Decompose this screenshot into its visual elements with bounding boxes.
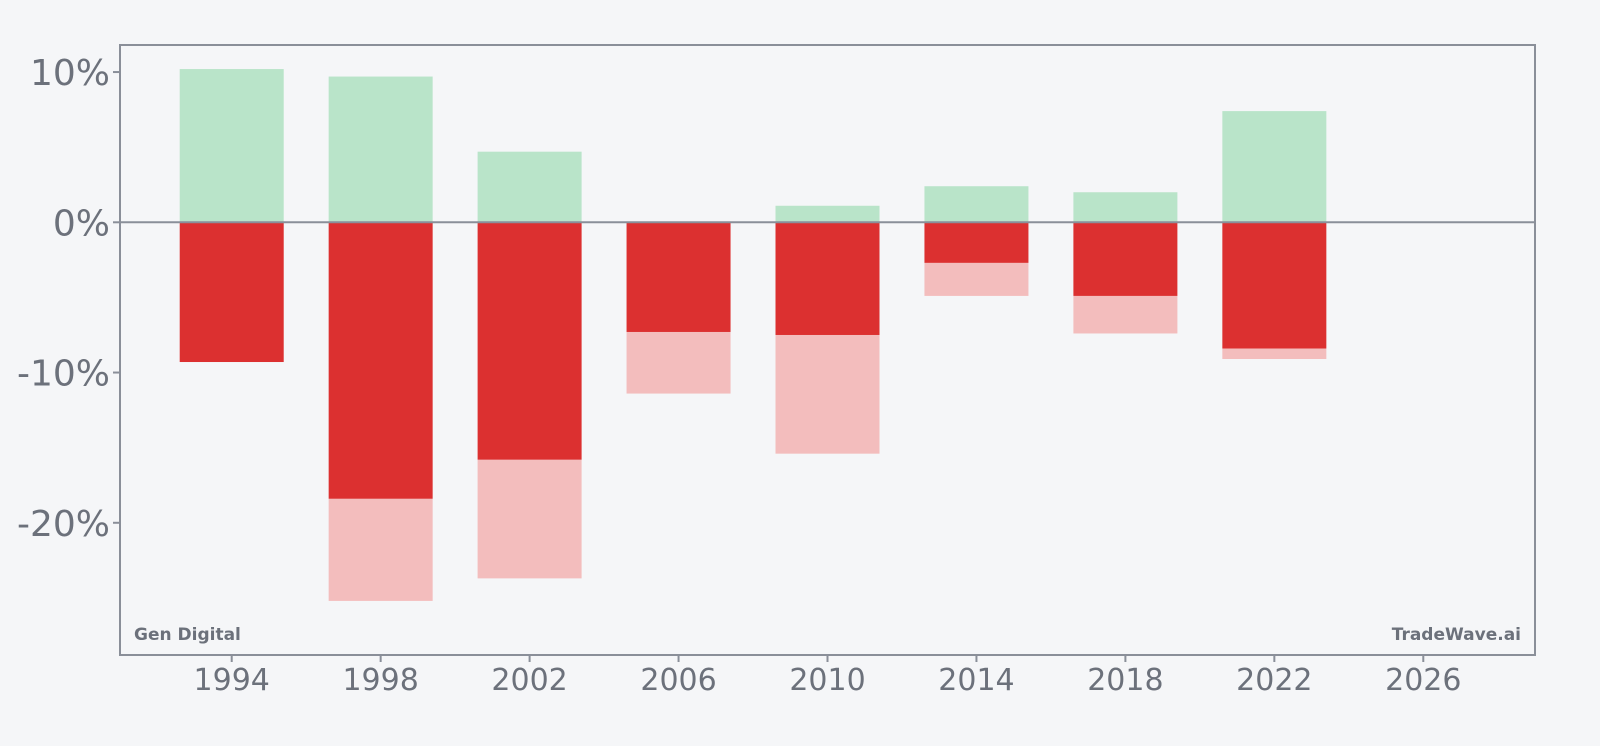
- bar-lower-2022: [1222, 222, 1327, 349]
- bar-lower-2014: [924, 222, 1029, 263]
- bar-faded-lower-2002: [477, 459, 582, 579]
- bar-upper-2022: [1222, 111, 1327, 223]
- x-tick-label: 2006: [640, 663, 716, 698]
- bar-faded-lower-2014: [924, 262, 1029, 296]
- bar-lower-2018: [1073, 222, 1178, 296]
- x-tick-label: 2002: [491, 663, 567, 698]
- bar-lower-2002: [477, 222, 582, 460]
- x-tick-label: 1998: [342, 663, 418, 698]
- bar-faded-lower-2018: [1073, 295, 1178, 334]
- bar-upper-2010: [775, 205, 880, 223]
- bar-faded-lower-2006: [626, 331, 731, 394]
- bar-lower-2010: [775, 222, 880, 335]
- x-tick-label: 1994: [194, 663, 270, 698]
- bar-faded-lower-2010: [775, 334, 880, 454]
- x-axis: 1994 1998 2002 2006 2010 2014 2018 2022 2026: [194, 655, 1461, 698]
- x-tick-label: 2010: [789, 663, 865, 698]
- y-tick-label: 0%: [53, 203, 110, 244]
- bar-upper-2014: [924, 186, 1029, 223]
- x-tick-label: 2022: [1236, 663, 1312, 698]
- bar-upper-2018: [1073, 192, 1178, 223]
- x-tick-label: 2014: [938, 663, 1014, 698]
- bar-lower-2006: [626, 222, 731, 332]
- watermark-right: TradeWave.ai: [1392, 625, 1521, 645]
- y-tick-label: -10%: [17, 354, 110, 395]
- bar-upper-2002: [477, 151, 582, 223]
- y-tick-label: -20%: [17, 504, 110, 545]
- watermark-left: Gen Digital: [134, 625, 241, 645]
- bar-upper-1998: [328, 76, 433, 223]
- bar-lower-1998: [328, 222, 433, 499]
- bar-upper-1994: [179, 69, 284, 223]
- x-tick-label: 2026: [1385, 663, 1461, 698]
- bars-layer: [179, 69, 1327, 601]
- x-tick-label: 2018: [1087, 663, 1163, 698]
- y-tick-label: 10%: [30, 53, 110, 94]
- bar-faded-lower-1998: [328, 498, 433, 601]
- bar-lower-1994: [179, 222, 284, 363]
- bar-faded-lower-2022: [1222, 348, 1327, 360]
- y-axis: 10% 0% -10% -20%: [17, 53, 120, 545]
